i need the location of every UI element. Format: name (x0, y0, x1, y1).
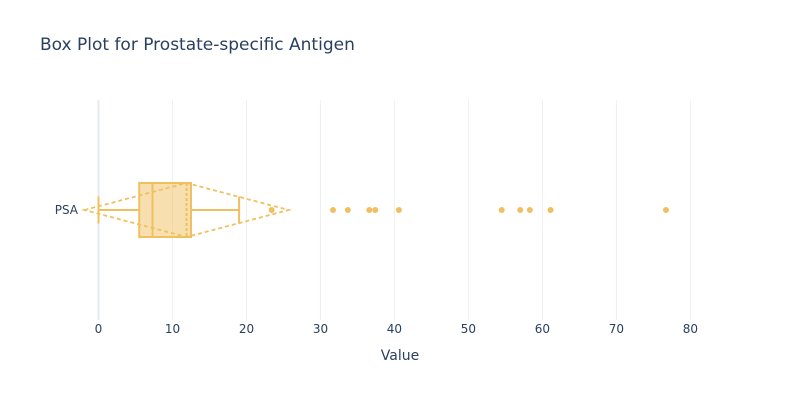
x-tick-label: 60 (535, 322, 550, 336)
box-traces (80, 182, 669, 238)
outlier-point (517, 207, 524, 213)
outlier-point (395, 207, 402, 213)
outlier-point (330, 207, 337, 213)
outlier-point (526, 207, 533, 213)
outlier-point (268, 207, 275, 213)
x-tick-label: 40 (387, 322, 402, 336)
x-tick-label: 30 (313, 322, 328, 336)
chart-title: Box Plot for Prostate-specific Antigen (40, 35, 355, 55)
x-tick-label: 20 (239, 322, 254, 336)
x-axis-ticks: 0 10 20 30 40 50 60 70 80 (95, 322, 698, 336)
x-tick-label: 0 (95, 322, 103, 336)
x-tick-label: 50 (461, 322, 476, 336)
sd-diamond (80, 182, 293, 238)
y-axis-categories: PSA (55, 203, 79, 217)
outlier-point (344, 207, 351, 213)
outlier-point (662, 207, 669, 213)
iqr-box (138, 182, 192, 238)
outlier-point (366, 207, 373, 213)
grid-lines (97, 100, 691, 320)
outlier-point (498, 207, 505, 213)
outlier-point (547, 207, 554, 213)
y-category-label: PSA (55, 203, 79, 217)
x-axis-title: Value (381, 348, 419, 364)
x-tick-label: 70 (609, 322, 624, 336)
outlier-point (372, 207, 379, 213)
x-tick-label: 80 (683, 322, 698, 336)
x-tick-label: 10 (165, 322, 180, 336)
